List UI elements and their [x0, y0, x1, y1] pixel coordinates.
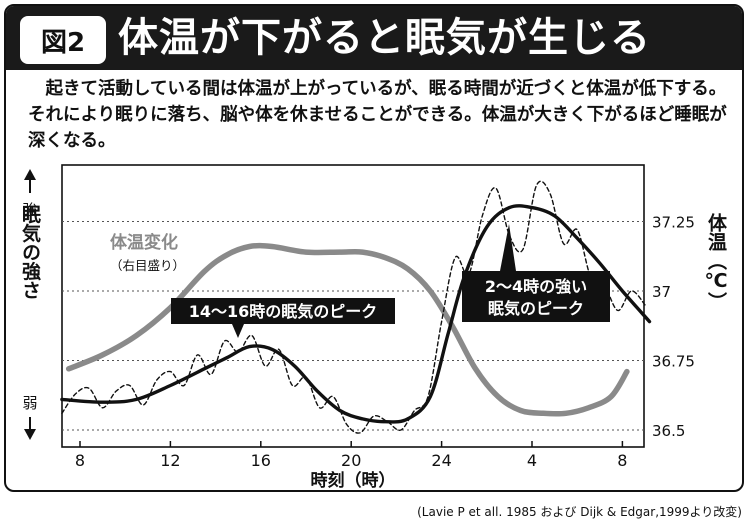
source-note: (Lavie P et all. 1985 および Dijk & Edgar,1… [417, 505, 742, 519]
x-tick-label: 12 [160, 451, 180, 470]
caption-text: 起きて活動している間は体温が上がっているが、眠る時間が近づくと体温が低下する。そ… [28, 79, 727, 151]
y-left-axis-label: 眠気の強さ [19, 204, 41, 299]
y-left-top-label: 強 [22, 201, 37, 219]
night-peak-label-line2: 眠気のピーク [488, 299, 584, 318]
figure-badge: 図2 [20, 16, 106, 64]
series-layer [60, 180, 652, 434]
night-peak-label-line1: 2〜4時の強い [485, 277, 587, 296]
temperature-series-label: 体温変化 [110, 232, 178, 253]
temperature-line [65, 242, 630, 417]
y-left-bottom-label: 弱 [22, 394, 37, 412]
plot-area [61, 164, 645, 448]
afternoon-peak-label: 14〜16時の眠気のピーク [189, 302, 378, 321]
night-peak-box [462, 271, 610, 322]
y-right-tick-label: 36.75 [652, 353, 695, 371]
x-tick-label: 24 [431, 451, 451, 470]
x-tick-label: 8 [75, 451, 85, 470]
sleepiness-measured-line [61, 180, 646, 434]
figure-frame [4, 4, 744, 492]
figure-header: 図2 体温が下がると眠気が生じる [6, 6, 742, 70]
night-peak-pointer-icon [500, 224, 516, 271]
x-tick-label: 20 [341, 451, 361, 470]
figure-caption: 起きて活動している間は体温が上がっているが、眠る時間が近づくと体温が低下する。そ… [28, 76, 728, 154]
y-right-tick-label: 37 [652, 283, 671, 301]
up-arrow-icon [24, 169, 36, 180]
y-right-tick-label: 36.5 [652, 422, 685, 440]
sleepiness-smooth-line [60, 204, 652, 424]
y-right-axis-label: 体温（℃） [705, 212, 727, 311]
x-axis-label: 時刻（時） [311, 470, 396, 491]
x-tick-label: 8 [617, 451, 627, 470]
figure-title: 体温が下がると眠気が生じる [118, 15, 651, 61]
afternoon-peak-pointer-icon [232, 324, 244, 338]
temperature-series-sublabel: （右目盛り） [110, 258, 185, 273]
x-tick-label: 4 [527, 451, 537, 470]
afternoon-peak-box [171, 298, 395, 324]
x-tick-label: 16 [251, 451, 271, 470]
down-arrow-icon [24, 429, 36, 440]
y-right-tick-label: 37.25 [652, 214, 695, 232]
